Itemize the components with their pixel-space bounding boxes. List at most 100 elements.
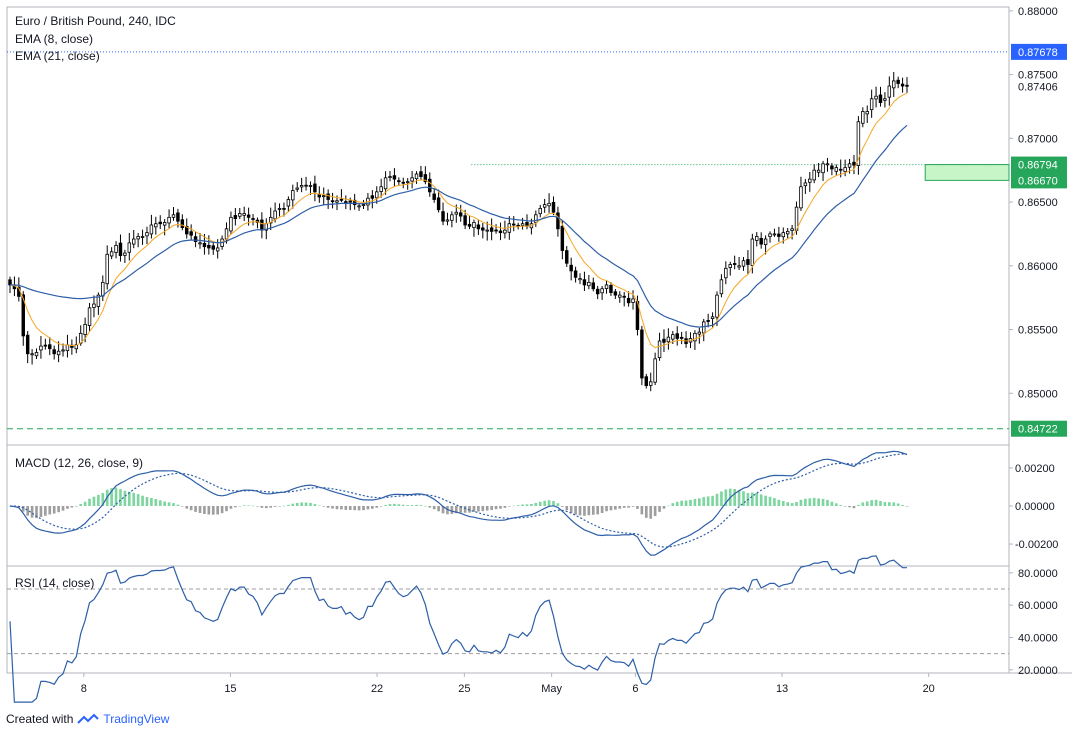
histogram-bar <box>737 490 741 506</box>
candle <box>39 336 43 359</box>
candle <box>803 179 808 194</box>
histogram-bar <box>322 506 326 507</box>
candle-body <box>463 215 467 226</box>
histogram-bar <box>512 505 516 507</box>
price-tick-label: 0.87500 <box>1018 70 1058 82</box>
candle-body <box>821 163 825 174</box>
created-with-text: Created with <box>6 712 74 726</box>
rsi-tick-label: 80.0000 <box>1018 568 1058 580</box>
histogram-bar <box>768 496 772 506</box>
tradingview-brand[interactable]: TradingView <box>103 712 170 726</box>
candle-body <box>838 168 843 171</box>
histogram-bar <box>702 497 706 506</box>
candle-body <box>123 252 127 256</box>
candle-body <box>693 332 697 342</box>
candle-body <box>25 334 30 355</box>
candle <box>494 224 498 234</box>
candle-body <box>582 279 587 286</box>
histogram-bar <box>154 499 158 506</box>
rsi-pane[interactable] <box>7 555 1009 703</box>
candle <box>737 257 741 271</box>
histogram-bar <box>675 501 679 506</box>
candle <box>808 171 812 192</box>
candle-body <box>131 238 136 245</box>
candle-body <box>260 219 264 231</box>
histogram-bar <box>278 506 281 507</box>
rsi-tick-label: 60.0000 <box>1018 600 1058 612</box>
histogram-bar <box>375 506 379 508</box>
histogram-bar <box>313 504 317 506</box>
candle <box>869 89 874 118</box>
price-axis[interactable]: 0.88000 0.87500 0.87000 0.86500 0.86000 0.855… <box>1009 6 1067 677</box>
candle <box>211 242 215 255</box>
histogram-bar <box>901 504 904 506</box>
candle <box>330 192 335 209</box>
candle-body <box>847 163 852 168</box>
candle <box>295 182 299 193</box>
candle-body <box>109 251 114 257</box>
candle <box>339 189 344 203</box>
histogram-bar <box>371 506 374 509</box>
candle-body <box>878 94 883 104</box>
candle-body <box>330 200 335 203</box>
candle-body <box>92 303 96 308</box>
histogram-bar <box>88 498 91 506</box>
candle <box>609 282 613 296</box>
histogram-bar <box>561 506 564 507</box>
candle-body <box>180 219 185 228</box>
histogram-bar <box>644 506 648 518</box>
candle <box>892 72 896 97</box>
candle <box>741 257 746 271</box>
candle-body <box>118 242 123 256</box>
histogram-bar <box>503 506 507 508</box>
candle-body <box>39 345 43 351</box>
time-axis[interactable]: 8 15 22 25 May 6 13 20 <box>81 673 935 695</box>
candle-body <box>662 338 666 343</box>
candle <box>158 215 162 230</box>
histogram-bar <box>83 501 87 506</box>
histogram-bar <box>799 499 803 506</box>
candle-body <box>785 230 790 235</box>
histogram-bar <box>715 493 719 506</box>
histogram-bar <box>706 496 710 506</box>
candle <box>821 160 825 182</box>
candle <box>900 77 905 93</box>
candle <box>61 343 65 357</box>
histogram-bar <box>309 502 312 506</box>
histogram-bar <box>834 503 838 506</box>
candle <box>865 105 869 123</box>
histogram-bar <box>348 506 352 510</box>
histogram-bar <box>238 505 242 507</box>
candle <box>291 184 295 209</box>
candle <box>357 203 361 211</box>
macd-pane[interactable] <box>8 450 909 556</box>
candle-body <box>87 307 92 326</box>
candle-body <box>719 279 724 295</box>
histogram-bar <box>119 489 122 506</box>
histogram-bar <box>437 506 440 512</box>
price-pane[interactable] <box>7 51 1010 430</box>
candle-body <box>578 278 582 281</box>
candle-body <box>326 193 330 200</box>
candle-body <box>423 174 428 183</box>
candle-body <box>830 165 834 170</box>
candle <box>414 171 419 184</box>
histogram-bar <box>463 506 467 513</box>
candle <box>105 245 109 290</box>
candle-body <box>609 285 613 293</box>
candle <box>573 266 578 283</box>
histogram-bar <box>101 492 105 506</box>
histogram-bar <box>225 506 228 512</box>
histogram-bar <box>384 505 387 506</box>
candle-body <box>114 244 118 253</box>
ema-fast-legend: EMA (8, close) <box>15 32 93 46</box>
histogram-bar <box>335 506 339 510</box>
histogram-bar <box>287 504 290 506</box>
histogram-bar <box>194 506 197 512</box>
candle <box>852 155 856 175</box>
candle-body <box>410 177 414 182</box>
candle-body <box>657 340 662 359</box>
candle-body <box>865 111 869 115</box>
candle <box>238 208 242 220</box>
candle <box>657 332 662 361</box>
